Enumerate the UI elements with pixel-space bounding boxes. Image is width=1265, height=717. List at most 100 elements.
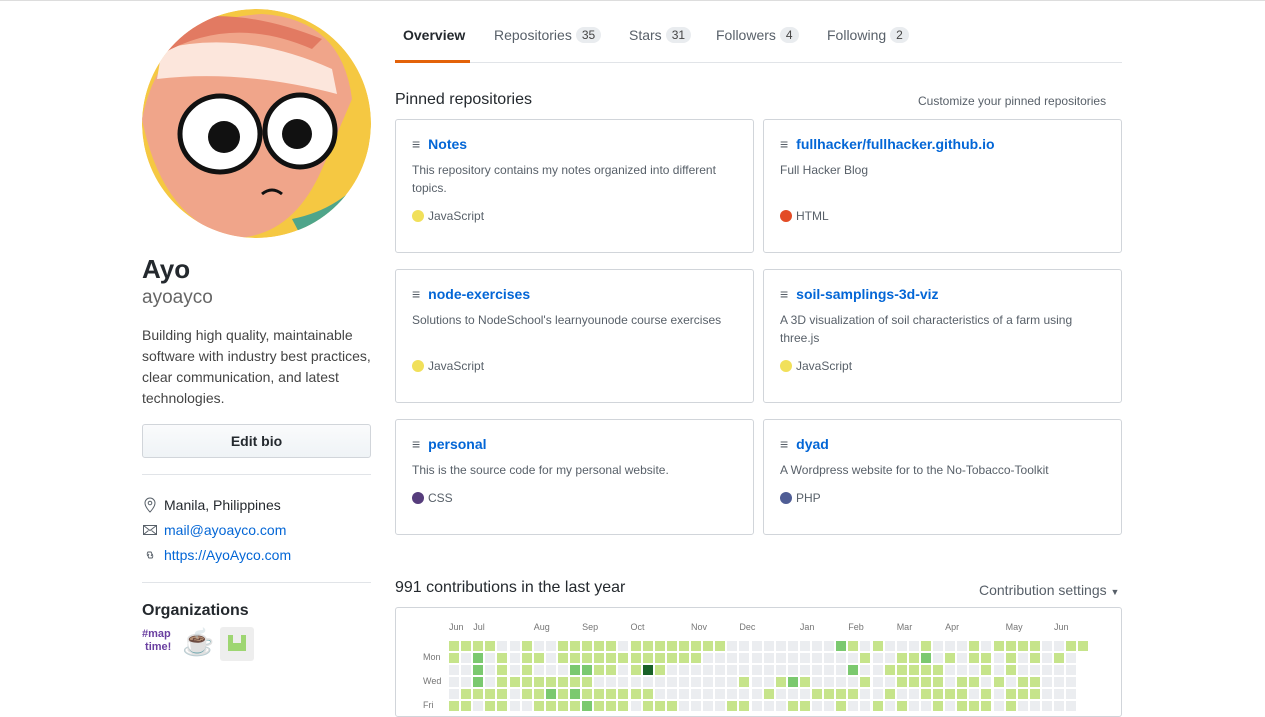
contribution-day[interactable] <box>606 653 617 663</box>
contribution-day[interactable] <box>497 653 508 663</box>
contribution-day[interactable] <box>666 677 677 687</box>
contribution-day[interactable] <box>933 689 943 699</box>
contribution-day[interactable] <box>1041 641 1052 651</box>
contribution-day[interactable] <box>860 701 871 711</box>
contribution-day[interactable] <box>751 689 762 699</box>
contribution-day[interactable] <box>872 701 883 711</box>
repo-name-link[interactable]: soil-samplings-3d-viz <box>796 286 939 302</box>
contribution-day[interactable] <box>824 641 835 651</box>
contribution-day[interactable] <box>775 677 786 687</box>
contribution-day[interactable] <box>836 701 847 711</box>
contribution-day[interactable] <box>461 653 472 663</box>
contribution-day[interactable] <box>545 641 556 651</box>
contribution-day[interactable] <box>1066 689 1077 699</box>
contribution-day[interactable] <box>969 689 980 699</box>
contribution-day[interactable] <box>630 641 641 651</box>
contribution-day[interactable] <box>848 641 859 651</box>
contribution-day[interactable] <box>981 701 992 711</box>
contribution-day[interactable] <box>545 701 556 711</box>
contribution-day[interactable] <box>836 689 847 699</box>
contribution-day[interactable] <box>666 665 677 675</box>
contribution-day[interactable] <box>449 665 459 675</box>
contribution-day[interactable] <box>509 665 520 675</box>
contribution-day[interactable] <box>848 701 859 711</box>
contribution-day[interactable] <box>957 677 968 687</box>
contribution-day[interactable] <box>969 641 980 651</box>
contribution-day[interactable] <box>824 689 835 699</box>
contribution-day[interactable] <box>582 665 593 675</box>
contribution-day[interactable] <box>848 677 859 687</box>
contribution-day[interactable] <box>957 689 968 699</box>
contribution-day[interactable] <box>654 677 665 687</box>
contribution-day[interactable] <box>1017 689 1028 699</box>
contribution-day[interactable] <box>836 665 847 675</box>
contribution-day[interactable] <box>642 653 653 663</box>
contribution-day[interactable] <box>606 701 617 711</box>
contribution-day[interactable] <box>969 701 980 711</box>
org-maptime-logo[interactable]: #map time! <box>142 628 172 653</box>
contribution-day[interactable] <box>836 641 847 651</box>
contribution-day[interactable] <box>1054 653 1064 663</box>
contribution-day[interactable] <box>775 701 786 711</box>
repo-name-link[interactable]: fullhacker/fullhacker.github.io <box>796 136 995 152</box>
contribution-day[interactable] <box>461 701 472 711</box>
contribution-day[interactable] <box>824 653 835 663</box>
contribution-day[interactable] <box>1017 653 1028 663</box>
contribution-day[interactable] <box>497 677 508 687</box>
contribution-day[interactable] <box>993 653 1004 663</box>
contribution-day[interactable] <box>775 665 786 675</box>
contribution-day[interactable] <box>1005 665 1016 675</box>
contribution-day[interactable] <box>642 665 653 675</box>
contribution-day[interactable] <box>703 701 714 711</box>
contribution-day[interactable] <box>799 701 810 711</box>
contribution-day[interactable] <box>727 677 738 687</box>
repo-name-link[interactable]: dyad <box>796 436 829 452</box>
contribution-day[interactable] <box>1017 665 1028 675</box>
contribution-day[interactable] <box>630 653 641 663</box>
contribution-day[interactable] <box>908 653 919 663</box>
contribution-day[interactable] <box>981 689 992 699</box>
contribution-day[interactable] <box>557 665 568 675</box>
email-link[interactable]: mail@ayoayco.com <box>164 522 287 538</box>
contribution-day[interactable] <box>557 677 568 687</box>
contribution-day[interactable] <box>775 653 786 663</box>
contribution-day[interactable] <box>727 701 738 711</box>
contribution-day[interactable] <box>884 665 895 675</box>
contribution-day[interactable] <box>739 665 750 675</box>
contribution-day[interactable] <box>1005 653 1016 663</box>
contribution-day[interactable] <box>933 677 943 687</box>
contribution-day[interactable] <box>945 701 956 711</box>
contribution-day[interactable] <box>594 641 605 651</box>
contribution-day[interactable] <box>836 677 847 687</box>
contribution-day[interactable] <box>691 653 701 663</box>
contribution-day[interactable] <box>497 701 508 711</box>
contribution-day[interactable] <box>485 665 496 675</box>
contribution-day[interactable] <box>497 641 508 651</box>
contribution-day[interactable] <box>933 641 943 651</box>
contribution-day[interactable] <box>678 701 689 711</box>
contribution-day[interactable] <box>945 641 956 651</box>
contribution-day[interactable] <box>787 665 798 675</box>
contribution-day[interactable] <box>521 689 532 699</box>
contribution-day[interactable] <box>654 665 665 675</box>
contribution-day[interactable] <box>787 677 798 687</box>
contribution-day[interactable] <box>642 689 653 699</box>
contribution-day[interactable] <box>473 701 484 711</box>
contribution-day[interactable] <box>533 677 544 687</box>
contribution-day[interactable] <box>594 677 605 687</box>
contribution-day[interactable] <box>606 665 617 675</box>
contribution-day[interactable] <box>824 665 835 675</box>
contribution-day[interactable] <box>1041 653 1052 663</box>
contribution-day[interactable] <box>824 677 835 687</box>
contribution-day[interactable] <box>509 689 520 699</box>
contribution-day[interactable] <box>545 665 556 675</box>
contribution-day[interactable] <box>751 653 762 663</box>
contribution-day[interactable] <box>739 641 750 651</box>
contribution-day[interactable] <box>896 689 907 699</box>
contribution-day[interactable] <box>727 689 738 699</box>
contribution-day[interactable] <box>461 641 472 651</box>
org-green-pixel-logo[interactable] <box>220 627 254 661</box>
contribution-day[interactable] <box>787 689 798 699</box>
contribution-day[interactable] <box>691 689 701 699</box>
contribution-day[interactable] <box>1054 641 1064 651</box>
